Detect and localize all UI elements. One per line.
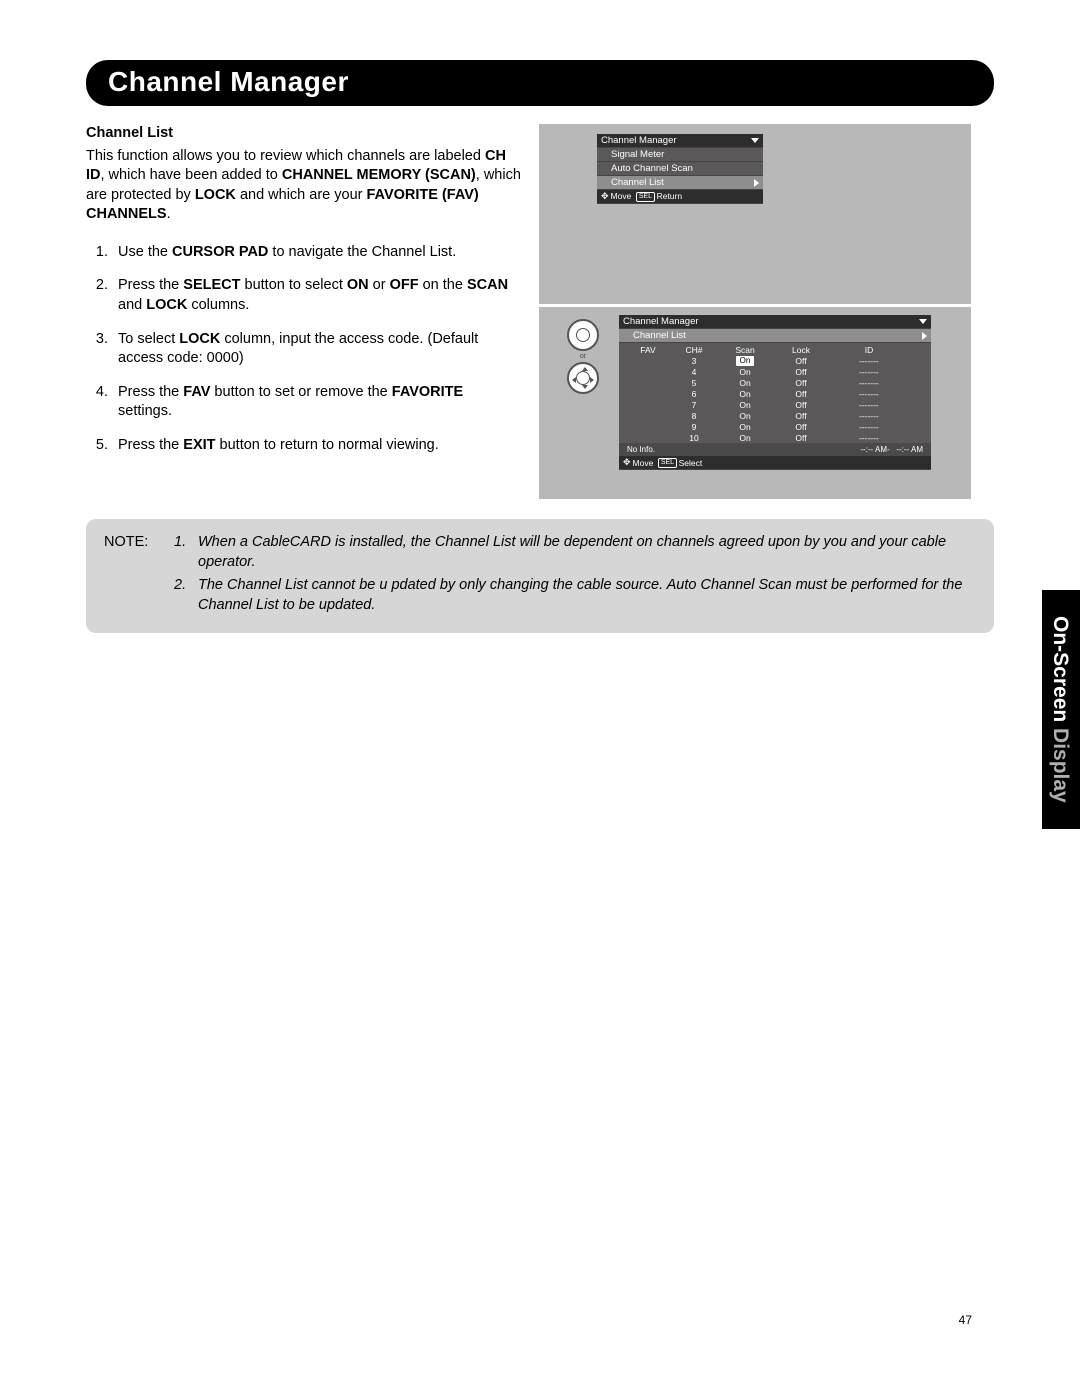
step-item: Press the FAV button to set or remove th… <box>112 383 521 422</box>
osd-menu-2: Channel Manager Channel List FAV CH# Sca… <box>619 315 931 470</box>
channel-table: FAV CH# Scan Lock ID 3OnOff-------4OnOff… <box>619 343 931 443</box>
tv-screen-2: or Channel Manager Chann <box>539 307 971 499</box>
table-row: 8OnOff------- <box>619 410 931 421</box>
page-title-bar: Channel Manager <box>86 60 994 106</box>
chevron-down-icon <box>919 319 927 324</box>
instruction-column: Channel List This function allows you to… <box>86 124 521 499</box>
remote-dpad-button <box>567 362 599 394</box>
intro-text: , which have been added to <box>101 167 282 183</box>
step-item: Use the CURSOR PAD to navigate the Chann… <box>112 243 521 263</box>
remote-buttons: or <box>555 319 611 394</box>
dpad-up-icon <box>582 367 588 371</box>
note-number: 1. <box>174 533 198 572</box>
move-icon: ✥ <box>601 191 609 202</box>
chevron-right-icon <box>922 332 927 340</box>
or-label: or <box>580 353 586 360</box>
note-label: NOTE: <box>104 533 174 619</box>
col-lock: Lock <box>773 345 829 355</box>
col-scan: Scan <box>717 345 773 355</box>
table-row: 3OnOff------- <box>619 355 931 366</box>
osd-item: Auto Channel Scan <box>597 162 763 176</box>
col-ch: CH# <box>671 345 717 355</box>
osd-footer: ✥Move SELSelect <box>619 456 931 470</box>
table-row: 9OnOff------- <box>619 421 931 432</box>
time-range: --:-- AM- --:-- AM <box>860 445 923 455</box>
osd-header: Channel Manager <box>619 315 931 329</box>
intro-text: . <box>167 206 171 222</box>
table-row: 7OnOff------- <box>619 399 931 410</box>
chevron-down-icon <box>751 138 759 143</box>
osd-menu-1: Channel Manager Signal Meter Auto Channe… <box>597 134 763 204</box>
osd-noinfo-row: No Info. --:-- AM- --:-- AM <box>619 443 931 456</box>
note-number: 2. <box>174 576 198 615</box>
section-subheading: Channel List <box>86 124 521 144</box>
table-row: 6OnOff------- <box>619 388 931 399</box>
step-item: Press the EXIT button to return to norma… <box>112 436 521 456</box>
note-text: The Channel List cannot be u pdated by o… <box>198 576 976 615</box>
sel-icon: SEL <box>658 458 676 468</box>
figure-column: Channel Manager Signal Meter Auto Channe… <box>539 124 971 499</box>
section-side-tab: On-Screen Display <box>1042 590 1080 829</box>
remote-menu-button <box>567 319 599 351</box>
dpad-down-icon <box>582 385 588 389</box>
osd-header-label: Channel Manager <box>601 135 677 146</box>
col-id: ID <box>829 345 909 355</box>
note-box: NOTE: 1.When a CableCARD is installed, t… <box>86 519 994 633</box>
tv-screen-1: Channel Manager Signal Meter Auto Channe… <box>539 124 971 307</box>
osd-footer: ✥Move SELReturn <box>597 190 763 204</box>
manual-page: Channel Manager Channel List This functi… <box>0 0 1080 1397</box>
osd-header-label: Channel Manager <box>623 316 699 327</box>
intro-text: and which are your <box>236 187 367 203</box>
step-item: To select LOCK column, input the access … <box>112 330 521 369</box>
dpad-left-icon <box>572 377 576 383</box>
note-body: 1.When a CableCARD is installed, the Cha… <box>174 533 976 619</box>
move-icon: ✥ <box>623 457 631 468</box>
table-row: 10OnOff------- <box>619 432 931 443</box>
osd-item: Signal Meter <box>597 148 763 162</box>
note-text: When a CableCARD is installed, the Chann… <box>198 533 976 572</box>
table-row: 5OnOff------- <box>619 377 931 388</box>
step-item: Press the SELECT button to select ON or … <box>112 276 521 315</box>
sidetab-main: On-Screen <box>1049 616 1072 722</box>
sel-icon: SEL <box>636 192 654 202</box>
intro-bold: CHANNEL MEMORY (SCAN) <box>282 167 476 183</box>
sidetab-sub: Display <box>1049 722 1072 803</box>
page-number: 47 <box>959 1313 972 1327</box>
intro-bold: LOCK <box>195 187 236 203</box>
steps-list: Use the CURSOR PAD to navigate the Chann… <box>112 243 521 456</box>
intro-text: This function allows you to review which… <box>86 148 485 164</box>
table-row: 4OnOff------- <box>619 366 931 377</box>
osd-subheader: Channel List <box>619 329 931 343</box>
chevron-right-icon <box>754 179 759 187</box>
osd-header: Channel Manager <box>597 134 763 148</box>
page-title: Channel Manager <box>108 66 349 97</box>
dpad-right-icon <box>590 377 594 383</box>
noinfo-label: No Info. <box>627 445 655 455</box>
col-fav: FAV <box>625 345 671 355</box>
table-header: FAV CH# Scan Lock ID <box>619 343 931 355</box>
intro-paragraph: This function allows you to review which… <box>86 147 521 225</box>
content-row: Channel List This function allows you to… <box>86 124 994 499</box>
osd-item-highlighted: Channel List <box>597 176 763 190</box>
